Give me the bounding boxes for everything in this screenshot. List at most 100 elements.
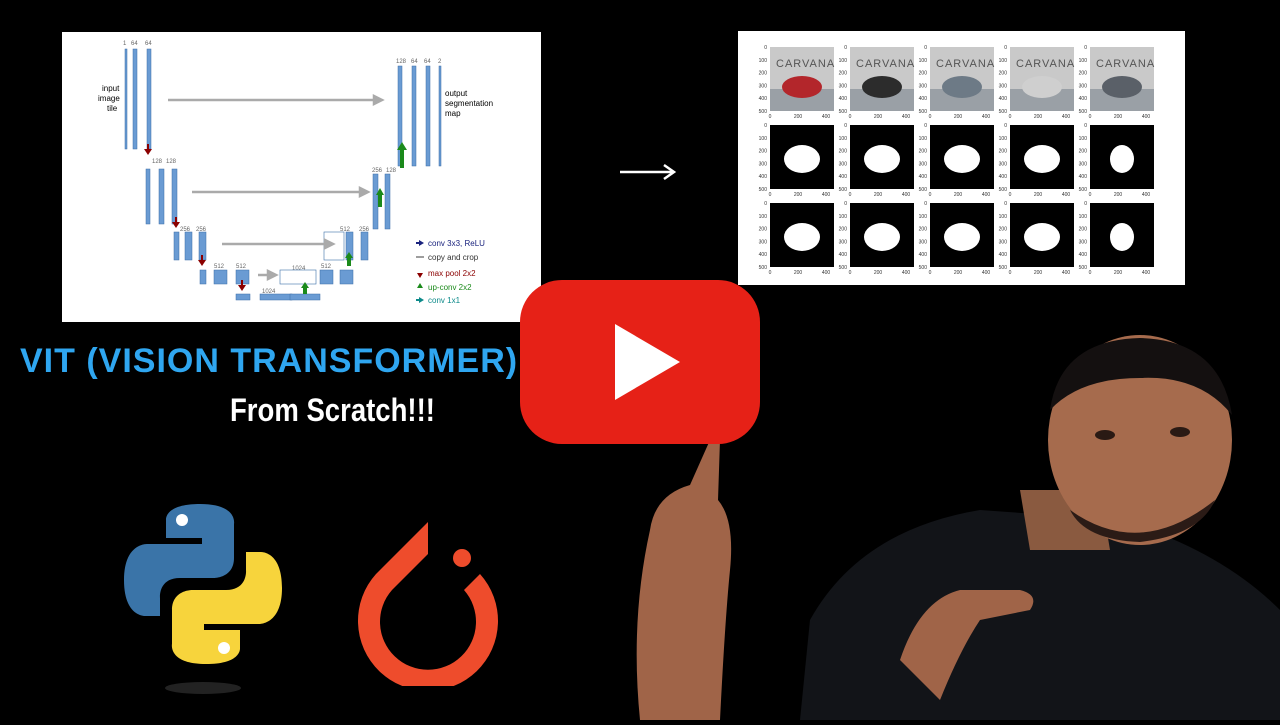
y-tick: 400 xyxy=(1079,252,1088,258)
car-mask xyxy=(864,145,900,173)
x-tick: 0 xyxy=(929,114,932,120)
y-tick: 0 xyxy=(924,123,927,129)
x-tick: 0 xyxy=(849,114,852,120)
y-tick: 300 xyxy=(919,239,928,245)
x-tick: 0 xyxy=(769,270,772,276)
y-tick: 500 xyxy=(999,187,1008,193)
car-mask xyxy=(1024,145,1060,173)
y-tick: 400 xyxy=(999,96,1008,102)
y-tick: 300 xyxy=(1079,161,1088,167)
y-tick: 500 xyxy=(1079,109,1088,115)
y-tick: 100 xyxy=(919,136,928,142)
y-tick: 100 xyxy=(759,214,768,220)
car-mask xyxy=(1024,223,1060,251)
x-tick: 200 xyxy=(954,192,963,198)
ch-1024a: 1024 xyxy=(262,289,276,295)
ch-64b: 64 xyxy=(145,41,152,47)
x-tick: 200 xyxy=(874,192,883,198)
y-tick: 0 xyxy=(924,45,927,51)
car-mask xyxy=(784,223,820,251)
y-tick: 400 xyxy=(759,96,768,102)
y-tick: 0 xyxy=(764,45,767,51)
y-tick: 200 xyxy=(999,149,1008,155)
y-tick: 100 xyxy=(1079,58,1088,64)
x-tick: 400 xyxy=(1142,114,1151,120)
y-tick: 400 xyxy=(919,96,928,102)
x-tick: 400 xyxy=(1062,114,1071,120)
y-tick: 200 xyxy=(999,227,1008,233)
car-image xyxy=(1102,76,1142,98)
car-mask xyxy=(944,223,980,251)
output-label-2: segmentation xyxy=(445,99,493,108)
ch-128c: 128 xyxy=(386,168,397,174)
y-tick: 400 xyxy=(919,174,928,180)
y-tick: 500 xyxy=(839,109,848,115)
legend-maxpool: max pool 2x2 xyxy=(428,269,476,278)
ch-512d: 512 xyxy=(340,227,351,233)
car-image xyxy=(862,76,902,98)
x-tick: 200 xyxy=(954,270,963,276)
x-tick: 400 xyxy=(982,192,991,198)
ch-64c: 64 xyxy=(411,59,418,65)
x-tick: 200 xyxy=(874,114,883,120)
x-tick: 400 xyxy=(902,114,911,120)
x-tick: 400 xyxy=(1142,270,1151,276)
y-tick: 500 xyxy=(1079,265,1088,271)
y-tick: 500 xyxy=(759,109,768,115)
y-tick: 400 xyxy=(1079,96,1088,102)
input-label-1: input xyxy=(102,84,120,93)
x-tick: 0 xyxy=(769,192,772,198)
x-tick: 200 xyxy=(1114,192,1123,198)
video-title: VIT (VISION TRANSFORMER) xyxy=(20,342,519,380)
carvana-watermark: CARVANA xyxy=(776,58,835,70)
ch-256c: 256 xyxy=(359,227,370,233)
y-tick: 0 xyxy=(924,201,927,207)
x-tick: 400 xyxy=(822,192,831,198)
car-mask xyxy=(1110,223,1134,251)
y-tick: 200 xyxy=(919,71,928,77)
x-tick: 200 xyxy=(874,270,883,276)
y-tick: 500 xyxy=(759,265,768,271)
y-tick: 100 xyxy=(919,214,928,220)
x-tick: 400 xyxy=(822,270,831,276)
youtube-play-icon[interactable] xyxy=(520,280,760,444)
ch-2: 2 xyxy=(438,59,442,65)
carvana-watermark: CARVANA xyxy=(1016,58,1075,70)
y-tick: 200 xyxy=(1079,149,1088,155)
ch-256a: 256 xyxy=(180,227,191,233)
y-tick: 200 xyxy=(919,227,928,233)
y-tick: 0 xyxy=(1084,45,1087,51)
y-tick: 300 xyxy=(759,83,768,89)
y-tick: 100 xyxy=(1079,136,1088,142)
y-tick: 200 xyxy=(759,227,768,233)
y-tick: 500 xyxy=(759,187,768,193)
carvana-watermark: CARVANA xyxy=(936,58,995,70)
y-tick: 0 xyxy=(1004,45,1007,51)
y-tick: 200 xyxy=(919,149,928,155)
x-tick: 0 xyxy=(849,270,852,276)
video-subtitle: From Scratch!!! xyxy=(230,392,435,428)
y-tick: 0 xyxy=(844,123,847,129)
y-tick: 500 xyxy=(839,265,848,271)
y-tick: 0 xyxy=(1084,201,1087,207)
car-mask xyxy=(784,145,820,173)
y-tick: 500 xyxy=(919,265,928,271)
y-tick: 300 xyxy=(919,161,928,167)
y-tick: 200 xyxy=(999,71,1008,77)
y-tick: 500 xyxy=(999,265,1008,271)
x-tick: 400 xyxy=(902,270,911,276)
y-tick: 500 xyxy=(919,109,928,115)
arrow-right-icon xyxy=(618,160,678,184)
ch-1024b: 1024 xyxy=(292,266,306,272)
y-tick: 200 xyxy=(839,71,848,77)
input-label-3: tile xyxy=(107,104,118,113)
x-tick: 400 xyxy=(1062,192,1071,198)
x-tick: 200 xyxy=(1114,114,1123,120)
